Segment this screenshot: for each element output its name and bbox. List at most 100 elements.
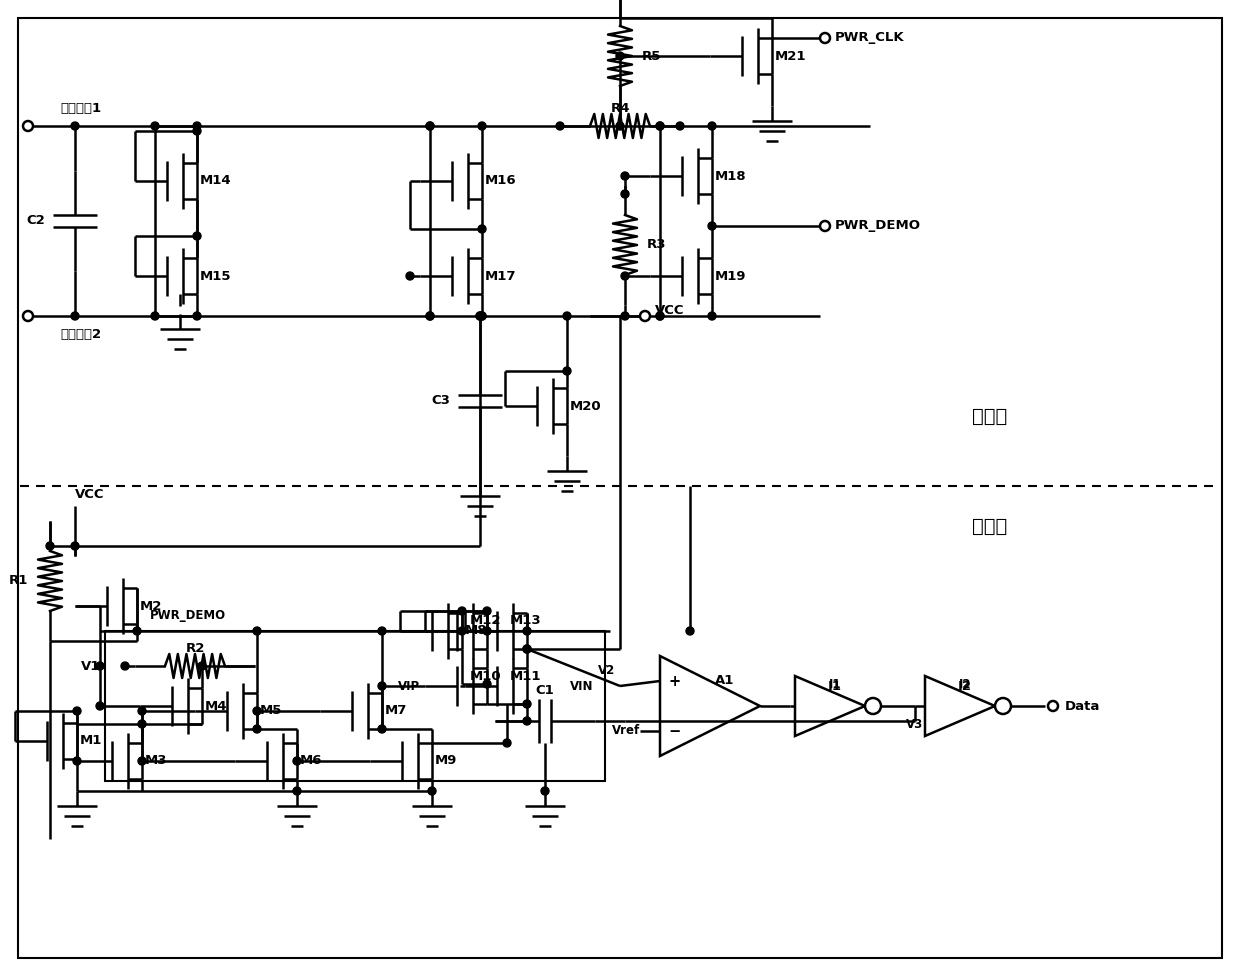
- Circle shape: [820, 221, 830, 231]
- Circle shape: [523, 645, 531, 653]
- Circle shape: [73, 757, 81, 765]
- Text: M7: M7: [384, 705, 408, 717]
- Circle shape: [24, 311, 33, 321]
- Circle shape: [656, 312, 663, 320]
- Circle shape: [71, 312, 79, 320]
- Circle shape: [378, 725, 386, 733]
- Text: C2: C2: [26, 215, 45, 227]
- Circle shape: [708, 122, 715, 130]
- Text: M5: M5: [260, 705, 283, 717]
- Circle shape: [293, 787, 301, 795]
- Circle shape: [198, 662, 206, 670]
- Circle shape: [193, 312, 201, 320]
- Text: R1: R1: [9, 575, 29, 588]
- Circle shape: [138, 707, 146, 715]
- Circle shape: [253, 627, 260, 635]
- Text: VCC: VCC: [655, 305, 684, 317]
- Text: V3: V3: [906, 717, 924, 730]
- Circle shape: [405, 272, 414, 280]
- Circle shape: [541, 787, 549, 795]
- Text: M11: M11: [510, 670, 542, 682]
- Circle shape: [994, 698, 1011, 714]
- Circle shape: [193, 127, 201, 135]
- Text: M16: M16: [485, 175, 517, 187]
- Circle shape: [253, 725, 260, 733]
- Circle shape: [820, 33, 830, 43]
- Circle shape: [122, 662, 129, 670]
- Circle shape: [193, 232, 201, 240]
- Circle shape: [24, 121, 33, 131]
- Circle shape: [523, 700, 531, 708]
- Text: V2: V2: [598, 665, 615, 677]
- Text: 整流器: 整流器: [972, 406, 1008, 426]
- Circle shape: [563, 312, 570, 320]
- Circle shape: [73, 707, 81, 715]
- Circle shape: [477, 312, 486, 320]
- Text: Vref: Vref: [611, 724, 640, 738]
- Circle shape: [484, 627, 491, 635]
- Circle shape: [193, 122, 201, 130]
- Circle shape: [95, 702, 104, 710]
- Text: M14: M14: [200, 175, 232, 187]
- Circle shape: [458, 627, 466, 635]
- Circle shape: [427, 312, 434, 320]
- Circle shape: [866, 698, 880, 714]
- Text: PWR_DEMO: PWR_DEMO: [835, 220, 921, 232]
- Text: R5: R5: [642, 50, 661, 62]
- Circle shape: [477, 122, 486, 130]
- Text: I1: I1: [828, 679, 842, 693]
- Circle shape: [676, 122, 684, 130]
- Text: M17: M17: [485, 269, 517, 282]
- Text: A1: A1: [715, 674, 734, 687]
- Circle shape: [563, 367, 570, 375]
- Text: +: +: [668, 673, 681, 688]
- Text: I2: I2: [959, 677, 971, 690]
- Circle shape: [686, 627, 694, 635]
- Text: −: −: [668, 723, 681, 739]
- Text: I2: I2: [959, 679, 972, 693]
- Text: C3: C3: [432, 394, 450, 408]
- Circle shape: [656, 122, 663, 130]
- Circle shape: [621, 312, 629, 320]
- Text: M13: M13: [510, 615, 542, 628]
- Text: M1: M1: [81, 735, 103, 748]
- Text: VIN: VIN: [570, 679, 594, 693]
- Text: R4: R4: [610, 102, 630, 114]
- Text: M19: M19: [715, 269, 746, 282]
- Circle shape: [476, 312, 484, 320]
- Text: PWR_DEMO: PWR_DEMO: [150, 609, 226, 623]
- Text: M9: M9: [435, 754, 458, 767]
- Bar: [105, 631, 605, 781]
- Text: VCC: VCC: [74, 487, 104, 501]
- Circle shape: [621, 272, 629, 280]
- Text: M15: M15: [200, 269, 232, 282]
- Text: M18: M18: [715, 170, 746, 183]
- Circle shape: [708, 312, 715, 320]
- Circle shape: [708, 222, 715, 230]
- Circle shape: [484, 607, 491, 615]
- Circle shape: [640, 311, 650, 321]
- Text: M6: M6: [300, 754, 322, 767]
- Text: PWR_CLK: PWR_CLK: [835, 31, 905, 45]
- Text: M3: M3: [145, 754, 167, 767]
- Text: R3: R3: [647, 238, 667, 252]
- Text: M8: M8: [465, 625, 487, 637]
- Text: M2: M2: [140, 599, 162, 613]
- Circle shape: [293, 757, 301, 765]
- Circle shape: [46, 542, 55, 550]
- Text: 天线端口1: 天线端口1: [60, 102, 102, 114]
- Text: M12: M12: [470, 615, 501, 628]
- Text: 解调器: 解调器: [972, 516, 1008, 536]
- Circle shape: [523, 717, 531, 725]
- Text: VIP: VIP: [398, 679, 420, 693]
- Circle shape: [151, 122, 159, 130]
- Circle shape: [427, 122, 434, 130]
- Circle shape: [616, 52, 624, 60]
- Text: 天线端口2: 天线端口2: [60, 328, 102, 341]
- Circle shape: [484, 680, 491, 688]
- Circle shape: [151, 312, 159, 320]
- Circle shape: [138, 720, 146, 728]
- Circle shape: [133, 627, 141, 635]
- Circle shape: [71, 122, 79, 130]
- Text: M20: M20: [570, 399, 601, 413]
